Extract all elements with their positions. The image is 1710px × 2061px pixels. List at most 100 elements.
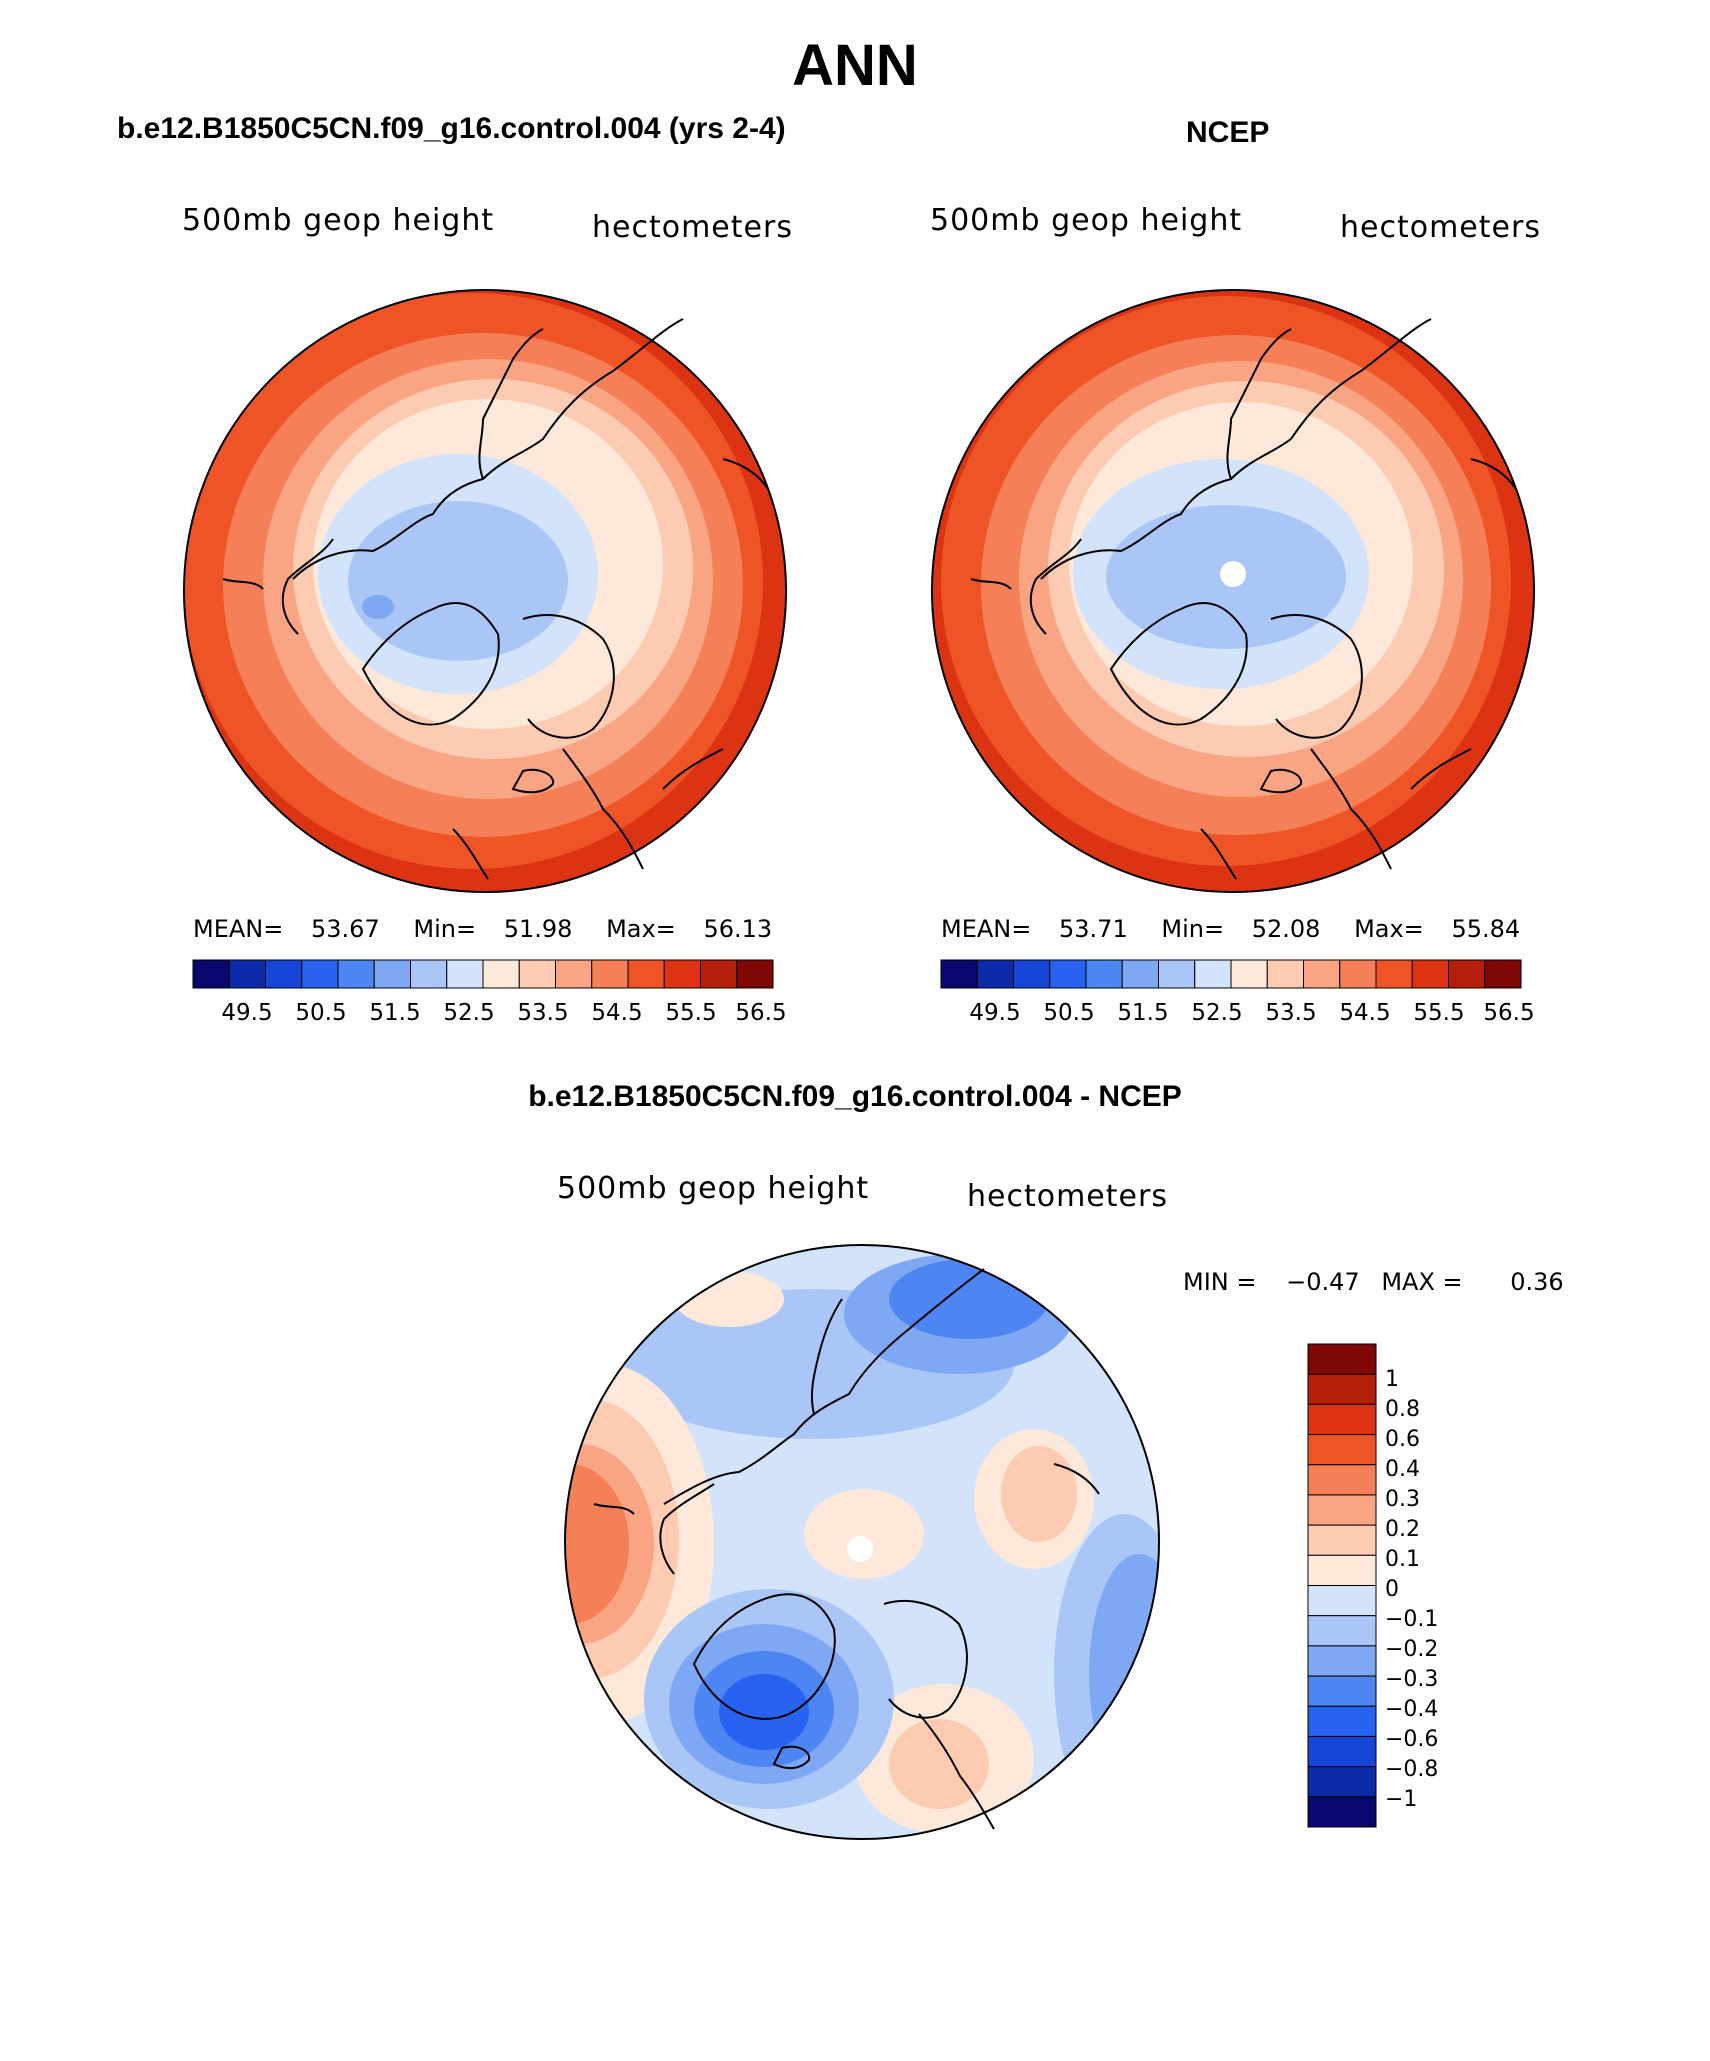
colorbar-swatch (337, 959, 375, 989)
colorbar-swatch (1303, 959, 1341, 989)
units-label-model: hectometers (592, 210, 793, 245)
mean-value-model: 53.67 (311, 915, 380, 943)
map-border-obs (931, 289, 1535, 893)
colorbar-swatch (1307, 1585, 1377, 1617)
colorbar-tick: 54.5 (1339, 1000, 1391, 1026)
units-label-diff: hectometers (967, 1179, 1168, 1214)
stats-diff: MIN = −0.47 MAX = 0.36 (1183, 1268, 1564, 1296)
colorbar-swatch (1049, 959, 1087, 989)
colorbar-tick: 0.4 (1385, 1457, 1420, 1482)
pole-marker-obs (1220, 561, 1246, 587)
polar-map-obs (931, 289, 1535, 893)
colorbar-swatch (1307, 1645, 1377, 1677)
mean-label-model: MEAN= (193, 915, 284, 943)
max-value-model: 56.13 (703, 915, 773, 943)
colorbar-tick: −0.8 (1385, 1757, 1439, 1782)
colorbar-swatch (1307, 1434, 1377, 1466)
colorbar-swatch (940, 959, 978, 989)
min-value-diff: −0.47 (1286, 1268, 1360, 1296)
colorbar-tick: −0.3 (1385, 1667, 1439, 1692)
colorbar-swatch (1307, 1615, 1377, 1647)
pole-marker-diff (847, 1536, 873, 1562)
colorbar-swatch (663, 959, 701, 989)
colorbar-swatch (1448, 959, 1486, 989)
units-label-obs: hectometers (1340, 210, 1541, 245)
colorbar-tick: 52.5 (1191, 1000, 1243, 1026)
colorbar-swatch (555, 959, 593, 989)
colorbar-swatch (1339, 959, 1377, 989)
colorbar-tick: −0.1 (1385, 1607, 1439, 1632)
variable-label-model: 500mb geop height (182, 203, 495, 238)
colorbar-swatch (1307, 1675, 1377, 1707)
colorbar-swatch (1411, 959, 1449, 989)
colorbar-swatch (1307, 1705, 1377, 1737)
colorbar-swatch (700, 959, 738, 989)
colorbar-tick: −1 (1385, 1787, 1418, 1812)
colorbar-swatch (192, 959, 230, 989)
max-label-obs: Max= (1354, 915, 1424, 943)
colorbar-swatch (1307, 1373, 1377, 1405)
panel-title-model: b.e12.B1850C5CN.f09_g16.control.004 (yrs… (117, 112, 786, 145)
colorbar-swatch (1307, 1554, 1377, 1586)
height-band-52 (362, 595, 394, 619)
mean-value-obs: 53.71 (1059, 915, 1128, 943)
colorbar-swatch (1230, 959, 1268, 989)
colorbar-swatch (591, 959, 629, 989)
colorbar-swatch (482, 959, 520, 989)
colorbar-swatch (1484, 959, 1522, 989)
colorbar-tick: 0.2 (1385, 1517, 1420, 1542)
colorbar-tick: 50.5 (1043, 1000, 1095, 1026)
colorbar-swatch (1085, 959, 1123, 989)
colorbar-swatch (446, 959, 484, 989)
colorbar-swatch (1307, 1796, 1377, 1828)
colorbar-tick: 1 (1385, 1367, 1399, 1392)
min-value-model: 51.98 (503, 915, 573, 943)
panel-title-diff: b.e12.B1850C5CN.f09_g16.control.004 - NC… (528, 1080, 1182, 1113)
colorbar-swatch (265, 959, 303, 989)
colorbar-tick: 50.5 (295, 1000, 347, 1026)
colorbar-swatch (1307, 1494, 1377, 1526)
colorbar-tick: 0.3 (1385, 1487, 1420, 1512)
colorbar-ticks-model: 49.5 50.5 51.5 52.5 53.5 54.5 55.5 56.5 (193, 1000, 786, 1030)
height-band-52.5 (348, 501, 568, 661)
colorbar-tick: 56.5 (1483, 1000, 1535, 1026)
min-label-diff: MIN = (1183, 1268, 1257, 1296)
colorbar-tick: 51.5 (1117, 1000, 1169, 1026)
diff-band-pos-0.2-s (889, 1719, 989, 1809)
colorbar-tick: 55.5 (665, 1000, 717, 1026)
colorbar-swatch (1307, 1524, 1377, 1556)
colorbar-tick: −0.2 (1385, 1637, 1439, 1662)
coastlines-obs (970, 318, 1517, 880)
max-value-obs: 55.84 (1451, 915, 1521, 943)
colorbar-tick: 0.8 (1385, 1397, 1420, 1422)
colorbar-swatch (627, 959, 665, 989)
min-label-obs: Min= (1161, 915, 1225, 943)
map-border-diff (564, 1244, 1160, 1840)
stats-obs: MEAN= 53.71 Min= 52.08 Max= 55.84 (941, 915, 1520, 943)
colorbar-tick: 0.6 (1385, 1427, 1420, 1452)
panel-title-obs: NCEP (1186, 116, 1270, 149)
colorbar-ticks-diff: 1 0.8 0.6 0.4 0.3 0.2 0.1 0 −0.1 −0.2 −0… (1385, 1344, 1505, 1827)
colorbar-tick: 56.5 (735, 1000, 787, 1026)
diff-band-neg-0.4-g (719, 1674, 809, 1750)
colorbar-swatch (518, 959, 556, 989)
colorbar-tick: 49.5 (221, 1000, 273, 1026)
colorbar-tick: 53.5 (1265, 1000, 1317, 1026)
polar-map-diff (564, 1244, 1160, 1840)
colorbar-model (192, 959, 774, 989)
colorbar-swatch (1375, 959, 1413, 989)
colorbar-swatch (736, 959, 774, 989)
colorbar-obs (940, 959, 1522, 989)
colorbar-tick: 51.5 (369, 1000, 421, 1026)
max-value-diff: 0.36 (1510, 1268, 1564, 1296)
colorbar-swatch (1266, 959, 1304, 989)
colorbar-tick: 49.5 (969, 1000, 1021, 1026)
polar-map-model (183, 289, 787, 893)
colorbar-tick: 55.5 (1413, 1000, 1465, 1026)
min-value-obs: 52.08 (1251, 915, 1321, 943)
colorbar-swatch (976, 959, 1014, 989)
diff-band-neg-0.2-se (1089, 1554, 1159, 1794)
colorbar-tick: 54.5 (591, 1000, 643, 1026)
colorbar-tick: −0.6 (1385, 1727, 1439, 1752)
colorbar-swatch (410, 959, 448, 989)
